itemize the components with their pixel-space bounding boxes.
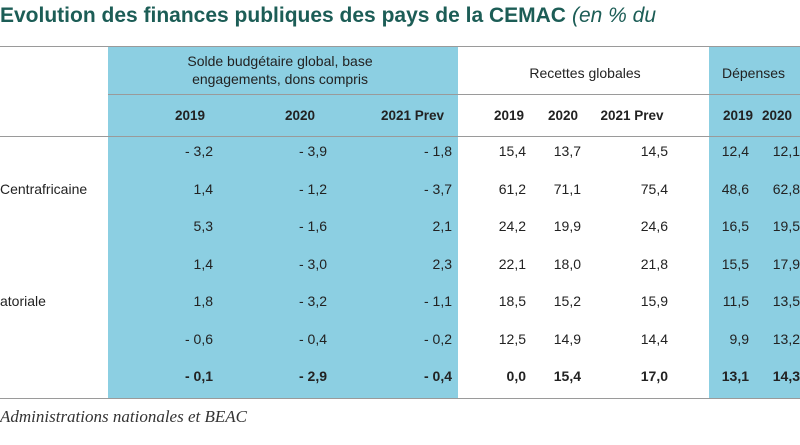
cell-recettes-1: 19,9 (553, 218, 581, 234)
cell-recettes-1: 15,2 (553, 293, 581, 309)
year-solde-2020: 2020 (284, 108, 316, 123)
cell-recettes-0: 24,2 (498, 218, 526, 234)
cell-depenses-1: 14,3 (772, 368, 800, 384)
cell-recettes-2: 17,0 (640, 368, 668, 384)
cell-recettes-2: 75,4 (640, 180, 668, 197)
row-label: atoriale (0, 293, 46, 309)
year-recettes-2021: 2021 Prev (600, 108, 664, 123)
cell-recettes-1: 14,9 (553, 330, 581, 347)
cell-solde-2: - 0,2 (423, 330, 452, 347)
cell-recettes-0: 18,5 (498, 293, 526, 309)
cell-depenses-1: 13,5 (772, 293, 800, 309)
group-header-depenses: Dépenses (722, 65, 786, 81)
cell-recettes-0: 22,1 (498, 255, 526, 272)
group-header-solde: Solde budgétaire global, base engagement… (187, 53, 373, 87)
cell-solde-0: 5,3 (193, 218, 213, 234)
cell-solde-1: - 0,4 (298, 330, 327, 347)
cell-depenses-0: 11,5 (722, 293, 749, 309)
cell-depenses-1: 62,8 (772, 180, 800, 197)
cell-recettes-0: 61,2 (498, 180, 526, 197)
cell-solde-0: 1,8 (193, 293, 213, 309)
year-solde-2019: 2019 (174, 108, 206, 123)
cell-recettes-1: 71,1 (553, 180, 581, 197)
group-header-recettes: Recettes globales (529, 65, 641, 81)
cell-recettes-2: 21,8 (640, 255, 668, 272)
cell-solde-2: - 1,1 (423, 293, 452, 309)
cell-solde-0: - 0,1 (184, 368, 213, 384)
cell-solde-1: - 2,9 (298, 368, 327, 384)
cell-depenses-0: 9,9 (729, 330, 749, 347)
year-depenses-2019: 2019 (722, 108, 754, 123)
cell-solde-2: 2,1 (432, 218, 452, 234)
cell-recettes-0: 0,0 (506, 368, 526, 384)
rule-years (0, 136, 800, 137)
cell-solde-1: - 1,2 (298, 180, 327, 197)
solde-column-shade (108, 46, 458, 398)
cell-solde-0: 1,4 (193, 180, 213, 197)
year-recettes-2020: 2020 (547, 108, 579, 123)
rule-header (108, 94, 800, 95)
page-title: Evolution des finances publiques des pay… (0, 0, 656, 34)
cell-solde-1: - 3,2 (298, 293, 327, 309)
cell-recettes-1: 15,4 (553, 368, 581, 384)
cell-depenses-1: 17,9 (772, 255, 800, 272)
title-main: Evolution des finances publiques des pay… (0, 4, 566, 27)
source-note: Administrations nationales et BEAC (0, 407, 247, 426)
cell-recettes-2: 14,5 (640, 143, 668, 159)
cell-recettes-2: 24,6 (640, 218, 668, 234)
year-recettes-2019: 2019 (493, 108, 525, 123)
title-sub: (en % du (571, 4, 657, 27)
cell-recettes-0: 15,4 (498, 143, 526, 159)
cell-depenses-1: 13,2 (772, 330, 800, 347)
cell-depenses-0: 12,4 (721, 143, 749, 159)
year-depenses-2020: 2020 (762, 108, 793, 123)
cell-depenses-1: 12,1 (772, 143, 800, 159)
cell-recettes-2: 15,9 (640, 293, 668, 309)
cell-depenses-0: 15,5 (721, 255, 749, 272)
cell-solde-0: - 0,6 (184, 330, 213, 347)
cell-recettes-0: 12,5 (498, 330, 526, 347)
rule-bottom (0, 398, 800, 399)
cell-solde-1: - 3,9 (298, 143, 327, 159)
cell-depenses-0: 16,5 (721, 218, 749, 234)
row-label: Centrafricaine (0, 180, 88, 197)
cell-recettes-2: 14,4 (640, 330, 668, 347)
cell-depenses-0: 48,6 (721, 180, 749, 197)
cell-solde-1: - 3,0 (298, 255, 327, 272)
cell-solde-2: - 3,7 (423, 180, 452, 197)
cell-depenses-0: 13,1 (721, 368, 749, 384)
depenses-column-shade (709, 46, 800, 398)
cell-solde-1: - 1,6 (298, 218, 327, 234)
cell-depenses-1: 19,5 (772, 218, 800, 234)
cell-solde-0: - 3,2 (184, 143, 213, 159)
cell-recettes-1: 13,7 (553, 143, 581, 159)
cell-solde-2: - 0,4 (423, 368, 452, 384)
cell-recettes-1: 18,0 (553, 255, 581, 272)
year-solde-2021: 2021 Prev (380, 108, 445, 123)
cell-solde-2: 2,3 (432, 255, 452, 272)
cell-solde-2: - 1,8 (423, 143, 452, 159)
cell-solde-0: 1,4 (193, 255, 213, 272)
rule-top (0, 46, 800, 47)
